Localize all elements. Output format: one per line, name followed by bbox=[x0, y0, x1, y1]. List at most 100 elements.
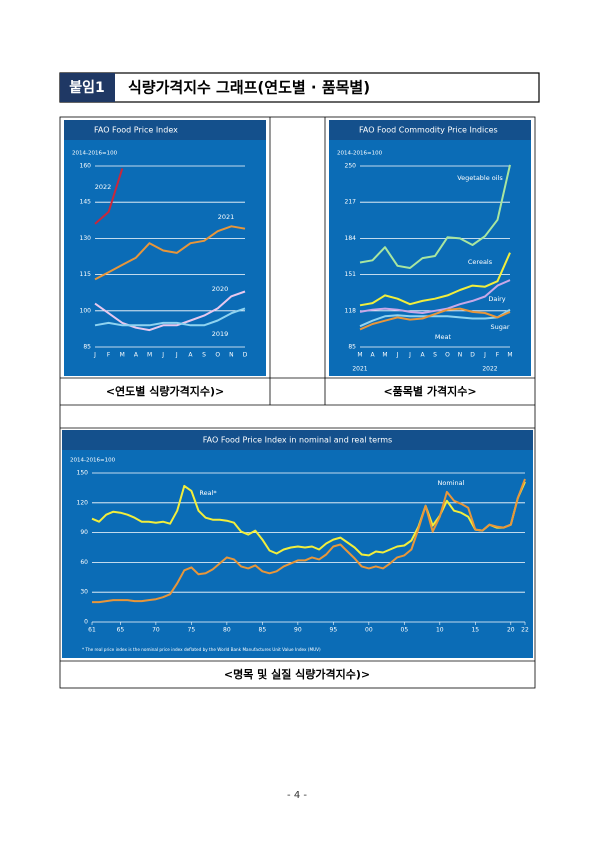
x-tick-label: 22 bbox=[521, 627, 529, 634]
series-label: Cereals bbox=[468, 258, 493, 266]
y-tick-label: 90 bbox=[80, 529, 88, 536]
page-number: - 4 - bbox=[287, 790, 307, 801]
x-tick-label: J bbox=[396, 352, 399, 359]
y-tick-label: 120 bbox=[77, 499, 89, 506]
caption: <연도별 식량가격지수)> bbox=[106, 384, 224, 398]
y-tick-label: 250 bbox=[345, 163, 357, 170]
x-tick-label: S bbox=[202, 352, 206, 359]
footnote: * The real price index is the nominal pr… bbox=[82, 647, 321, 652]
x-tick-label: J bbox=[483, 352, 486, 359]
chart-subtitle: 2014-2016=100 bbox=[70, 458, 116, 464]
series-line bbox=[94, 307, 246, 327]
x-tick-label: J bbox=[161, 352, 164, 359]
x-tick-label: M bbox=[147, 352, 152, 359]
series-line bbox=[359, 308, 511, 328]
x-tick-label: M bbox=[357, 352, 362, 359]
series-line bbox=[94, 290, 246, 332]
x-tick-label: F bbox=[496, 352, 500, 359]
year-label: 2022 bbox=[482, 366, 497, 373]
caption: <명목 및 실질 식량가격지수)> bbox=[224, 667, 370, 681]
x-tick-label: 20 bbox=[507, 627, 515, 634]
y-tick-label: 30 bbox=[80, 589, 88, 596]
chart-title-bar bbox=[62, 430, 533, 450]
series-line bbox=[359, 252, 511, 307]
series-label: 2019 bbox=[212, 330, 229, 338]
y-tick-label: 0 bbox=[84, 619, 88, 626]
y-tick-label: 160 bbox=[80, 163, 92, 170]
x-tick-label: 80 bbox=[223, 627, 231, 634]
y-tick-label: 217 bbox=[345, 199, 357, 206]
year-label: 2021 bbox=[352, 366, 367, 373]
chart-title: FAO Food Commodity Price Indices bbox=[359, 126, 498, 135]
series-label: 2022 bbox=[95, 183, 112, 191]
series-label: Vegetable oils bbox=[457, 174, 503, 182]
y-tick-label: 145 bbox=[80, 199, 92, 206]
y-tick-label: 85 bbox=[83, 344, 91, 351]
header-label: 붙임1 bbox=[69, 80, 105, 96]
x-tick-label: D bbox=[470, 352, 475, 359]
chart-panel bbox=[62, 430, 533, 658]
x-tick-label: 95 bbox=[330, 627, 338, 634]
series-label: 2020 bbox=[212, 285, 229, 293]
x-tick-label: 75 bbox=[188, 627, 196, 634]
series-label: 2021 bbox=[218, 213, 235, 221]
x-tick-label: 85 bbox=[259, 627, 267, 634]
series-line bbox=[359, 279, 511, 314]
x-tick-label: A bbox=[134, 352, 139, 359]
x-tick-label: M bbox=[382, 352, 387, 359]
layout-table bbox=[59, 116, 536, 689]
chart-title: FAO Food Price Index bbox=[94, 126, 178, 135]
series-label: Sugar bbox=[490, 323, 509, 331]
x-tick-label: 90 bbox=[294, 627, 302, 634]
series-line bbox=[91, 481, 526, 557]
x-tick-label: O bbox=[445, 352, 450, 359]
x-tick-label: 00 bbox=[365, 627, 373, 634]
chart-title-bar bbox=[329, 120, 531, 140]
x-tick-label: N bbox=[458, 352, 463, 359]
table-border bbox=[59, 116, 536, 689]
x-tick-label: 70 bbox=[152, 627, 160, 634]
series-label: Nominal bbox=[438, 479, 465, 487]
chart-panel bbox=[329, 120, 531, 376]
x-tick-label: J bbox=[408, 352, 411, 359]
x-tick-label: J bbox=[93, 352, 96, 359]
y-tick-label: 150 bbox=[77, 470, 89, 477]
x-tick-label: 10 bbox=[436, 627, 444, 634]
y-tick-label: 60 bbox=[80, 559, 88, 566]
x-tick-label: N bbox=[229, 352, 234, 359]
series-line bbox=[359, 307, 511, 331]
y-tick-label: 118 bbox=[345, 307, 357, 314]
x-tick-label: J bbox=[175, 352, 178, 359]
series-line bbox=[94, 225, 246, 281]
x-tick-label: 05 bbox=[401, 627, 409, 634]
y-tick-label: 115 bbox=[80, 271, 92, 278]
header-label-bg bbox=[60, 73, 115, 102]
series-label: Dairy bbox=[488, 295, 505, 303]
x-tick-label: D bbox=[243, 352, 248, 359]
series-label: Real* bbox=[199, 489, 217, 497]
x-tick-label: A bbox=[420, 352, 425, 359]
x-tick-label: 65 bbox=[117, 627, 125, 634]
series-line bbox=[94, 168, 124, 225]
y-tick-label: 85 bbox=[348, 344, 356, 351]
caption: <품목별 가격지수> bbox=[383, 384, 476, 398]
x-tick-label: M bbox=[507, 352, 512, 359]
x-tick-label: S bbox=[433, 352, 437, 359]
x-tick-label: A bbox=[188, 352, 193, 359]
y-tick-label: 151 bbox=[345, 271, 357, 278]
y-tick-label: 184 bbox=[345, 235, 357, 242]
x-tick-label: O bbox=[215, 352, 220, 359]
series-label: Meat bbox=[435, 333, 452, 341]
chart-subtitle: 2014-2016=100 bbox=[337, 151, 383, 157]
x-tick-label: M bbox=[120, 352, 125, 359]
y-tick-label: 100 bbox=[80, 307, 92, 314]
x-tick-label: 15 bbox=[471, 627, 479, 634]
header-box bbox=[59, 72, 540, 103]
y-tick-label: 130 bbox=[80, 235, 92, 242]
x-tick-label: F bbox=[107, 352, 111, 359]
x-tick-label: A bbox=[370, 352, 375, 359]
chart-panel bbox=[64, 120, 266, 376]
series-line bbox=[359, 164, 511, 269]
